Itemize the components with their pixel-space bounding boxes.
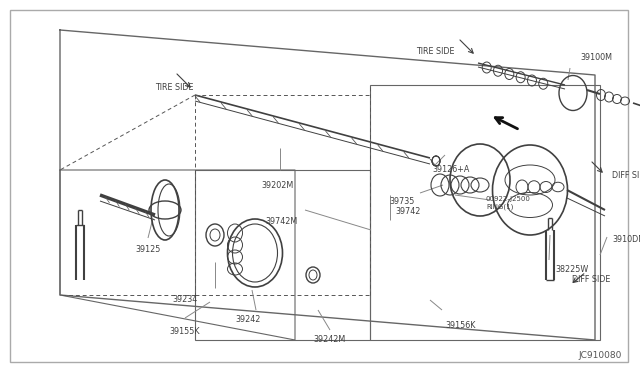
- Text: DIFF SIDE: DIFF SIDE: [572, 276, 611, 285]
- Text: 39242M: 39242M: [314, 336, 346, 344]
- Text: 39155K: 39155K: [170, 327, 200, 337]
- Text: DIFF SIDE: DIFF SIDE: [612, 170, 640, 180]
- Bar: [195, 170, 370, 340]
- Text: 39126+A: 39126+A: [432, 166, 469, 174]
- Text: 39100M: 39100M: [580, 54, 612, 62]
- Text: 39742: 39742: [395, 208, 420, 217]
- Text: 39242: 39242: [236, 315, 260, 324]
- Text: 39156K: 39156K: [445, 321, 476, 330]
- Text: 00922-J2500
RING(1): 00922-J2500 RING(1): [486, 196, 531, 210]
- Text: TIRE SIDE: TIRE SIDE: [417, 48, 455, 57]
- Text: 39234: 39234: [172, 295, 198, 305]
- Text: JC910080: JC910080: [579, 350, 622, 359]
- Text: 39742M: 39742M: [266, 218, 298, 227]
- Text: TIRE SIDE: TIRE SIDE: [155, 83, 193, 93]
- Text: 3910DM: 3910DM: [612, 235, 640, 244]
- Text: 39735: 39735: [390, 198, 415, 206]
- Text: 38225W: 38225W: [555, 266, 588, 275]
- Bar: [370, 85, 600, 340]
- Text: 39202M: 39202M: [262, 180, 294, 189]
- Text: 39125: 39125: [135, 246, 161, 254]
